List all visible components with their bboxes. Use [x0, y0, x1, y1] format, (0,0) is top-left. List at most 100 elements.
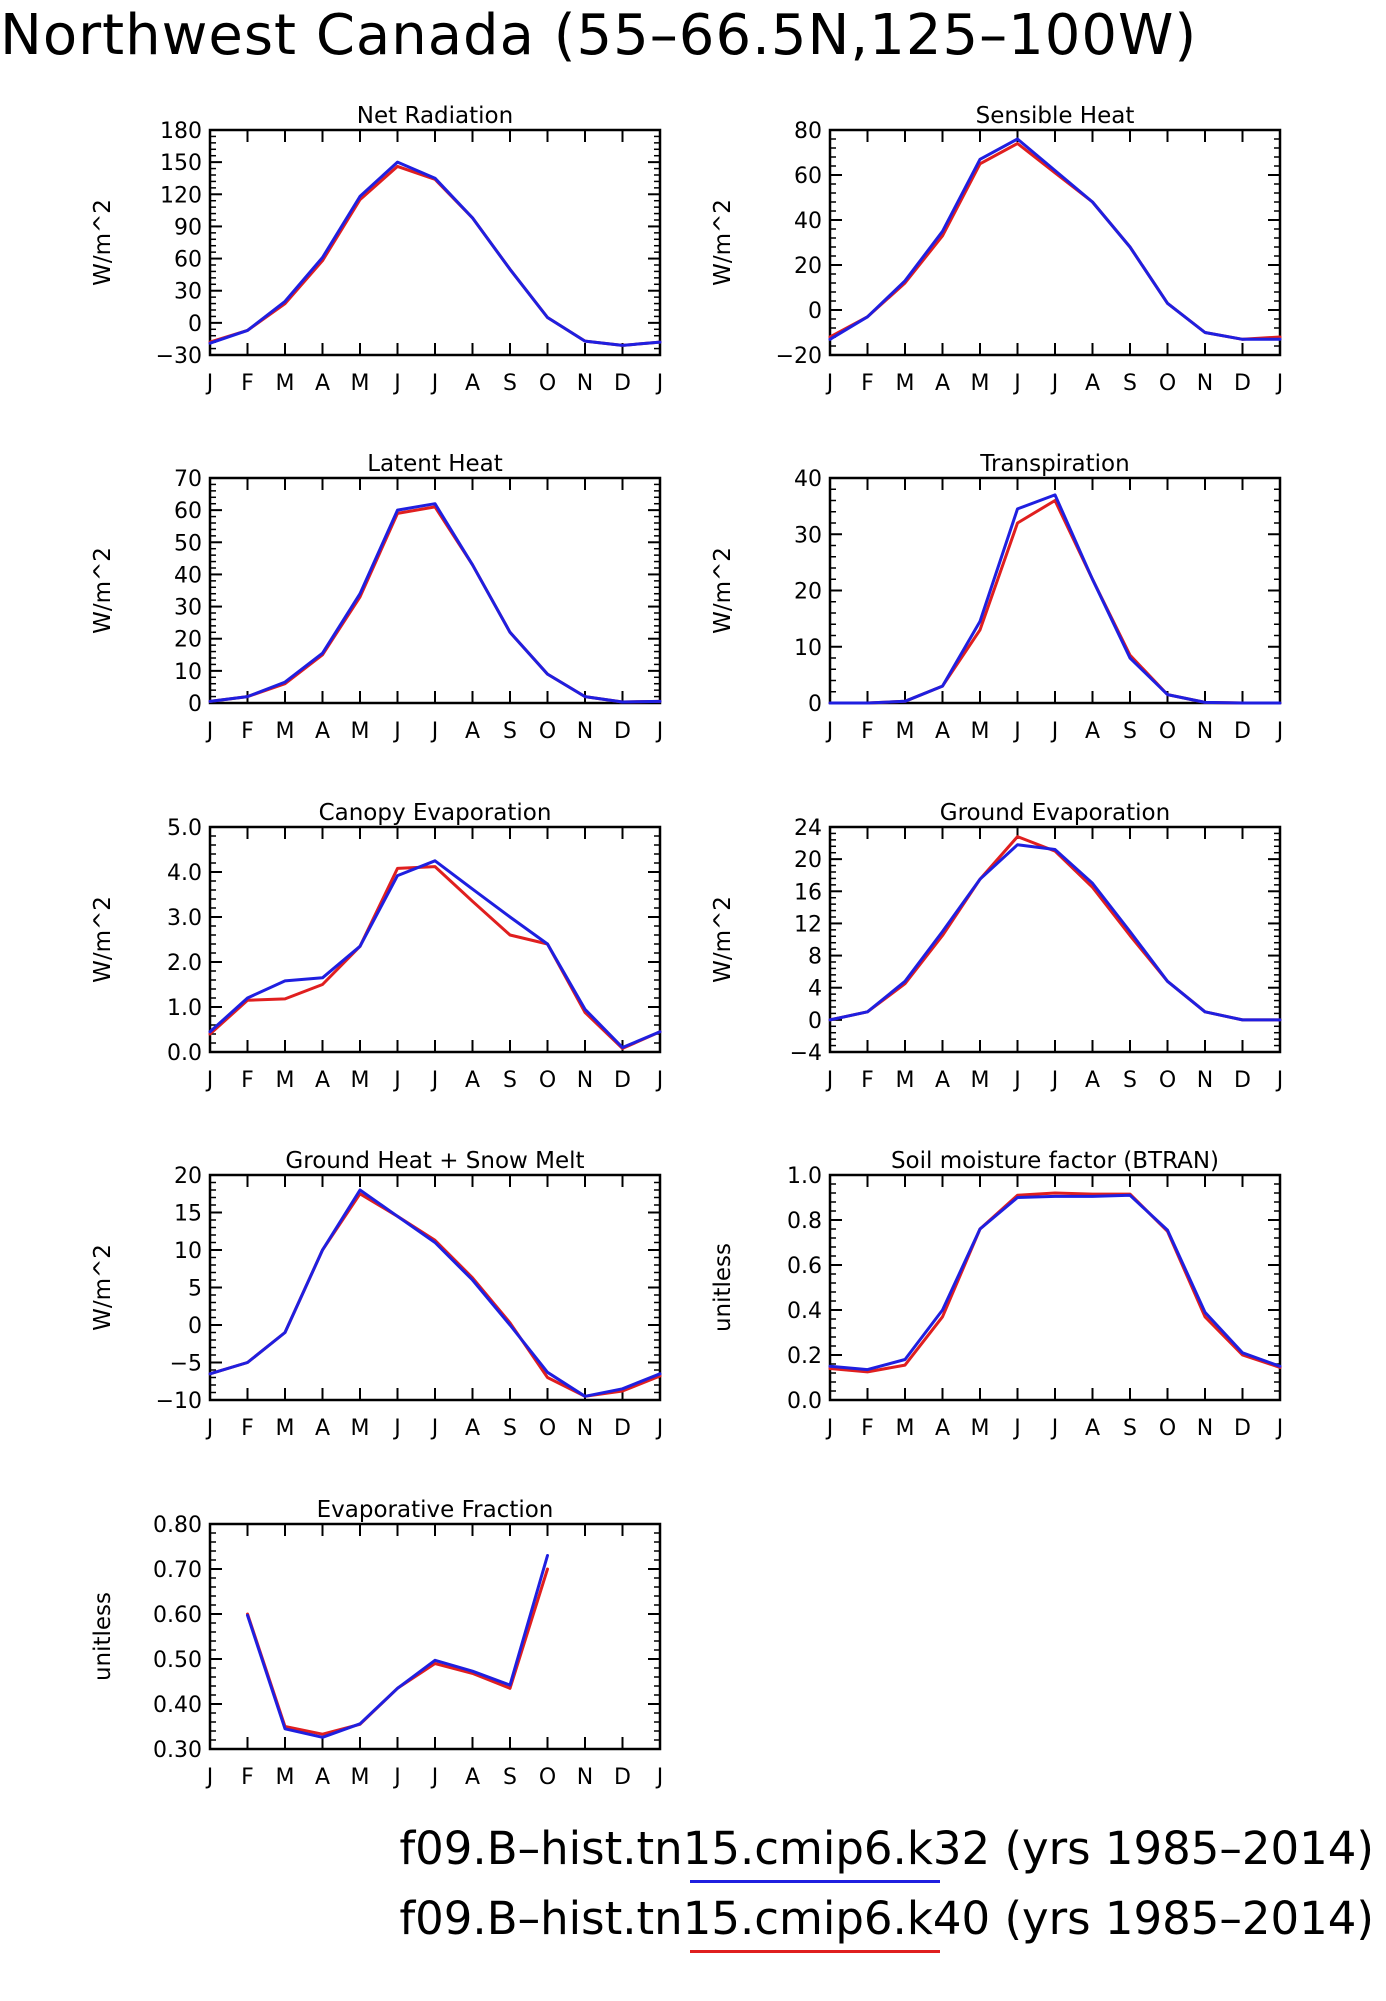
y-tick-label: 16: [794, 880, 822, 905]
x-tick-label: J: [1012, 1068, 1021, 1093]
x-tick-label: S: [1123, 719, 1137, 744]
series-line-k40: [208, 164, 662, 347]
x-tick-label: A: [935, 1068, 950, 1093]
x-tick-label: N: [577, 1416, 593, 1441]
x-tick-label: S: [1123, 371, 1137, 396]
x-tick-label: J: [430, 1416, 439, 1441]
y-tick-label: 40: [794, 209, 822, 234]
x-tick-label: M: [276, 371, 295, 396]
series-line-k40: [828, 499, 1282, 705]
series-line-k40: [828, 1191, 1282, 1374]
x-tick-label: M: [896, 719, 915, 744]
y-tick-label: 0.4: [787, 1299, 822, 1324]
y-tick-label: 4: [808, 977, 822, 1002]
y-tick-label: 0.8: [787, 1209, 822, 1234]
y-tick-label: 70: [174, 467, 202, 492]
plot-frame: [828, 128, 1282, 357]
x-tick-label: O: [1159, 371, 1176, 396]
chart-title: Sensible Heat: [976, 103, 1135, 129]
chart-title: Net Radiation: [357, 103, 513, 129]
y-tick-label: 0: [188, 312, 202, 337]
series-line-k40: [208, 1192, 662, 1398]
series-line-k32: [828, 137, 1282, 341]
x-tick-label: A: [1085, 719, 1100, 744]
y-tick-label: 0.50: [153, 1648, 202, 1673]
chart-panel-7: Soil moisture factor (BTRAN) unitless 0.0 0…: [710, 1148, 1283, 1441]
y-tick-label: 1.0: [787, 1164, 822, 1189]
x-tick-label: J: [655, 1765, 664, 1790]
plot-frame: [828, 476, 1282, 705]
y-tick-label: 30: [174, 596, 202, 621]
x-tick-label: A: [935, 1416, 950, 1441]
plot-frame: [208, 476, 662, 705]
x-tick-label: J: [392, 1765, 401, 1790]
x-tick-label: J: [1012, 719, 1021, 744]
y-tick-label: −10: [156, 1389, 202, 1414]
x-tick-label: J: [655, 371, 664, 396]
y-tick-label: −5: [170, 1352, 202, 1377]
x-tick-label: M: [351, 1765, 370, 1790]
y-tick-label: 0.40: [153, 1693, 202, 1718]
y-tick-label: 0: [808, 692, 822, 717]
x-tick-label: J: [205, 371, 214, 396]
x-tick-label: O: [539, 371, 556, 396]
chart-panel-4: Canopy Evaporation W/m^2 0.0 1.0 2.0 3.0 4.0 5.…: [90, 800, 663, 1093]
x-tick-label: O: [539, 1416, 556, 1441]
x-tick-label: M: [351, 371, 370, 396]
x-tick-label: A: [1085, 1068, 1100, 1093]
x-tick-label: M: [351, 719, 370, 744]
x-tick-label: O: [1159, 1416, 1176, 1441]
x-tick-label: A: [315, 371, 330, 396]
x-tick-label: F: [241, 371, 254, 396]
x-tick-label: S: [1123, 1416, 1137, 1441]
x-tick-label: D: [614, 1068, 631, 1093]
series-line-k40: [208, 865, 662, 1050]
x-tick-label: A: [315, 1416, 330, 1441]
y-tick-label: 15: [174, 1202, 202, 1227]
x-tick-label: J: [1050, 371, 1059, 396]
x-tick-label: J: [1050, 1416, 1059, 1441]
x-tick-label: M: [896, 1068, 915, 1093]
y-tick-label: 80: [794, 119, 822, 144]
y-tick-label: 20: [174, 628, 202, 653]
x-tick-label: D: [614, 1765, 631, 1790]
series-line-k40: [828, 835, 1282, 1022]
y-tick-label: 0.60: [153, 1603, 202, 1628]
y-axis-label: unitless: [710, 1243, 736, 1332]
x-tick-label: A: [935, 371, 950, 396]
x-tick-label: J: [825, 1068, 834, 1093]
x-tick-label: M: [971, 1068, 990, 1093]
x-tick-label: J: [205, 1765, 214, 1790]
chart-title: Evaporative Fraction: [317, 1497, 554, 1523]
x-tick-label: F: [241, 719, 254, 744]
x-tick-label: A: [465, 1416, 480, 1441]
x-tick-label: A: [465, 1068, 480, 1093]
y-tick-label: 10: [174, 660, 202, 685]
y-tick-label: 0.6: [787, 1254, 822, 1279]
x-tick-label: O: [539, 1068, 556, 1093]
x-tick-label: M: [276, 719, 295, 744]
x-tick-label: S: [503, 719, 517, 744]
x-tick-label: S: [1123, 1068, 1137, 1093]
y-tick-label: 40: [174, 563, 202, 588]
x-tick-label: A: [1085, 371, 1100, 396]
y-axis-label: W/m^2: [90, 896, 116, 983]
x-tick-label: A: [465, 371, 480, 396]
y-axis-label: W/m^2: [90, 1244, 116, 1331]
y-tick-label: 2.0: [167, 951, 202, 976]
x-tick-label: S: [503, 371, 517, 396]
y-tick-label: −4: [790, 1041, 822, 1066]
x-tick-label: J: [825, 1416, 834, 1441]
legend-label-k32: f09.B–hist.tn15.cmip6.k32 (yrs 1985–2014…: [399, 1822, 1374, 1875]
y-tick-label: 30: [794, 523, 822, 548]
x-tick-label: S: [503, 1765, 517, 1790]
y-axis-label: W/m^2: [90, 199, 116, 286]
x-tick-label: J: [1275, 1416, 1284, 1441]
x-tick-label: J: [430, 1068, 439, 1093]
x-tick-label: D: [1234, 1416, 1251, 1441]
x-tick-label: N: [577, 1765, 593, 1790]
x-tick-label: J: [1050, 1068, 1059, 1093]
y-tick-label: 5: [188, 1277, 202, 1302]
y-tick-label: 90: [174, 215, 202, 240]
